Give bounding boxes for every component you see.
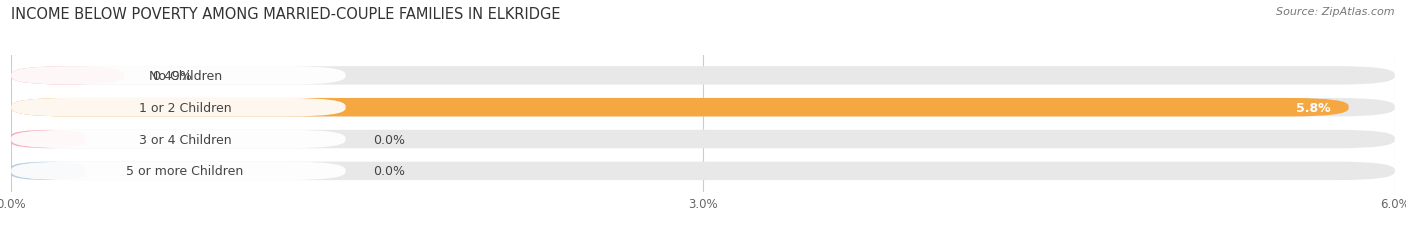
Text: 1 or 2 Children: 1 or 2 Children — [139, 101, 232, 114]
FancyBboxPatch shape — [11, 162, 84, 180]
FancyBboxPatch shape — [11, 162, 346, 180]
Text: 5 or more Children: 5 or more Children — [127, 165, 243, 178]
FancyBboxPatch shape — [11, 67, 124, 85]
FancyBboxPatch shape — [11, 162, 1395, 180]
FancyBboxPatch shape — [11, 99, 1348, 117]
Text: 3 or 4 Children: 3 or 4 Children — [139, 133, 232, 146]
FancyBboxPatch shape — [11, 67, 1395, 85]
FancyBboxPatch shape — [11, 130, 346, 149]
FancyBboxPatch shape — [11, 99, 346, 117]
Text: Source: ZipAtlas.com: Source: ZipAtlas.com — [1277, 7, 1395, 17]
FancyBboxPatch shape — [11, 130, 1395, 149]
FancyBboxPatch shape — [11, 99, 1395, 117]
FancyBboxPatch shape — [11, 67, 346, 85]
Text: 5.8%: 5.8% — [1295, 101, 1330, 114]
Text: 0.0%: 0.0% — [373, 165, 405, 178]
Text: INCOME BELOW POVERTY AMONG MARRIED-COUPLE FAMILIES IN ELKRIDGE: INCOME BELOW POVERTY AMONG MARRIED-COUPL… — [11, 7, 561, 22]
FancyBboxPatch shape — [11, 130, 84, 149]
Text: No Children: No Children — [149, 70, 222, 82]
Text: 0.0%: 0.0% — [373, 133, 405, 146]
Text: 0.49%: 0.49% — [152, 70, 191, 82]
